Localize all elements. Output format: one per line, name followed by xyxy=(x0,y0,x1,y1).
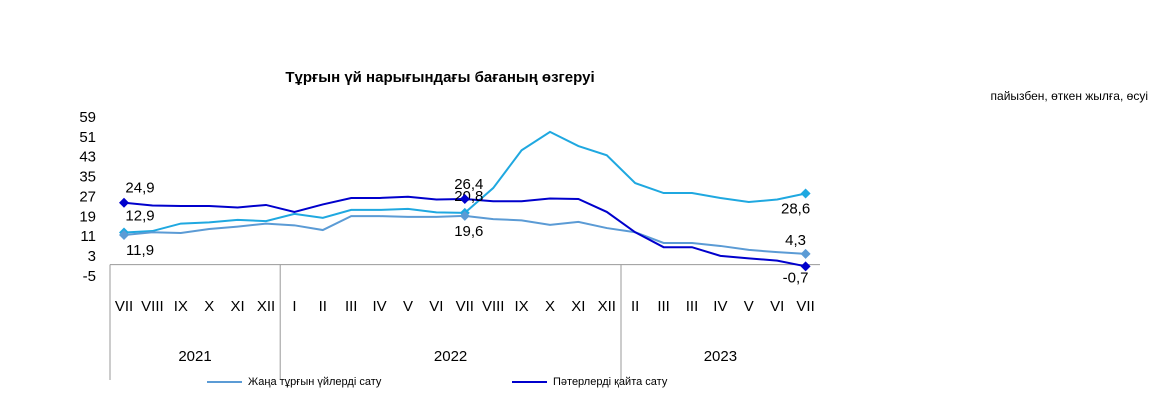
x-tick-label: X xyxy=(545,298,555,315)
x-tick-label: V xyxy=(744,298,754,315)
x-tick-label: II xyxy=(319,298,327,315)
data-label: 12,9 xyxy=(125,207,154,224)
y-tick-label: 35 xyxy=(79,169,96,186)
x-tick-label: III xyxy=(345,298,358,315)
x-tick-label: VIII xyxy=(141,298,164,315)
point-marker xyxy=(800,261,811,272)
legend-label: Пәтерлерді қайта сату xyxy=(553,376,668,388)
year-label: 2022 xyxy=(434,348,467,365)
x-tick-label: XII xyxy=(257,298,275,315)
y-tick-label: 59 xyxy=(79,109,96,126)
x-tick-label: VII xyxy=(115,298,133,315)
point-marker xyxy=(119,230,129,241)
x-tick-label: IV xyxy=(713,298,727,315)
data-label: 19,6 xyxy=(454,223,483,240)
x-tick-label: VIII xyxy=(482,298,505,315)
y-tick-label: 11 xyxy=(80,228,96,245)
data-label: -0,7 xyxy=(783,269,809,286)
chart-subtitle: пайызбен, өткен жылға, өсуі xyxy=(991,89,1148,103)
year-label: 2021 xyxy=(178,348,211,365)
x-tick-label: VII xyxy=(456,298,474,315)
x-tick-label: XI xyxy=(231,298,245,315)
point-marker xyxy=(459,210,470,221)
x-tick-label: III xyxy=(686,298,699,315)
y-tick-label: 19 xyxy=(79,208,96,225)
y-tick-label: -5 xyxy=(83,268,96,285)
y-tick-label: 27 xyxy=(79,188,96,205)
y-tick-label: 43 xyxy=(79,149,96,166)
x-tick-label: IX xyxy=(174,298,188,315)
x-tick-label: I xyxy=(292,298,296,315)
y-tick-label: 3 xyxy=(88,248,96,265)
x-tick-label: V xyxy=(403,298,413,315)
data-label: 11,9 xyxy=(126,242,154,259)
data-label: 26,4 xyxy=(454,176,483,193)
x-tick-label: VII xyxy=(796,298,814,315)
data-label: 24,9 xyxy=(125,180,154,197)
x-tick-label: II xyxy=(631,298,639,315)
legend-label: Жаңа тұрғын үйлерді сату xyxy=(248,376,382,388)
x-tick-label: IV xyxy=(373,298,387,315)
x-tick-label: X xyxy=(204,298,214,315)
year-label: 2023 xyxy=(704,348,737,365)
data-label: 28,6 xyxy=(781,200,810,217)
x-tick-label: IX xyxy=(515,298,529,315)
point-marker xyxy=(459,193,470,204)
x-tick-label: XII xyxy=(598,298,616,315)
chart-title: Тұрғын үй нарығындағы бағаның өзгеруі xyxy=(285,69,594,86)
point-marker xyxy=(119,197,129,208)
data-label: 4,3 xyxy=(785,232,806,249)
x-tick-label: XI xyxy=(571,298,585,315)
x-tick-label: VI xyxy=(770,298,784,315)
point-marker xyxy=(800,248,811,259)
y-tick-label: 51 xyxy=(79,129,96,146)
x-tick-label: VI xyxy=(429,298,443,315)
x-tick-label: III xyxy=(657,298,670,315)
point-marker xyxy=(800,188,811,199)
